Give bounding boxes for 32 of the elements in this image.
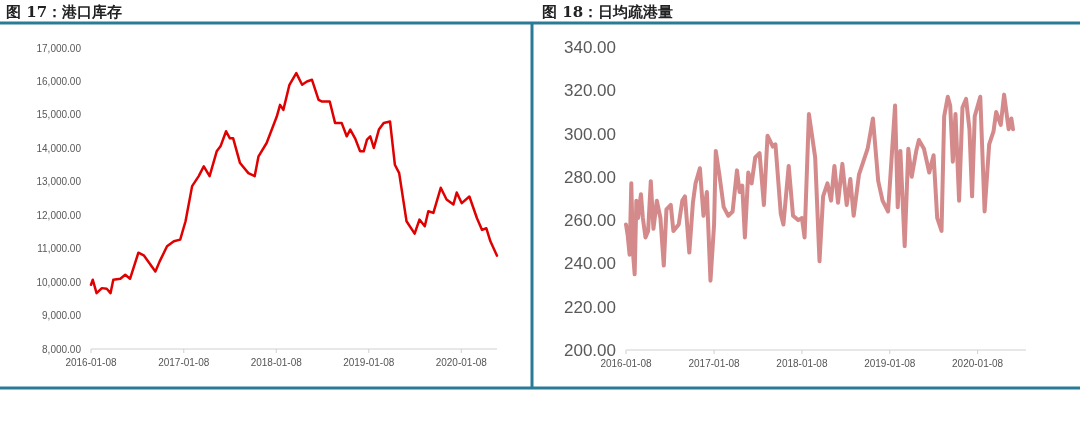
y-tick-label: 280.00 [564, 167, 616, 187]
y-tick-label: 16,000.00 [36, 75, 82, 87]
x-tick-label: 2019-01-08 [343, 357, 395, 368]
y-tick-label: 11,000.00 [37, 243, 82, 255]
x-tick-label: 2020-01-08 [435, 357, 488, 368]
y-tick-label: 8,000.00 [42, 343, 82, 355]
y-tick-label: 17,000.00 [36, 42, 82, 54]
y-tick-label: 9,000.00 [42, 310, 82, 322]
x-tick-label: 2017-01-08 [688, 358, 741, 369]
y-tick-label: 200.00 [564, 340, 616, 360]
x-tick-label: 2019-01-08 [864, 358, 916, 369]
line-series [624, 92, 1015, 283]
y-tick-label: 260.00 [564, 211, 616, 231]
x-tick-label: 2017-01-08 [158, 357, 210, 368]
y-tick-label: 13,000.00 [36, 176, 82, 188]
y-tick-label: 15,000.00 [36, 109, 82, 121]
x-tick-label: 2018-01-08 [250, 357, 303, 368]
chart-title: 图 17：港口库存 [6, 3, 123, 21]
y-tick-label: 320.00 [564, 81, 616, 101]
y-tick-label: 12,000.00 [36, 209, 82, 221]
x-tick-label: 2016-01-08 [65, 357, 118, 368]
y-tick-label: 220.00 [564, 297, 616, 317]
x-tick-label: 2018-01-08 [776, 358, 828, 369]
line-series [89, 71, 499, 295]
x-tick-label: 2020-01-08 [952, 358, 1004, 369]
chart-title: 图 18：日均疏港量 [542, 3, 674, 21]
y-tick-label: 14,000.00 [36, 142, 82, 154]
x-tick-label: 2016-01-08 [600, 358, 653, 369]
y-tick-label: 340.00 [564, 37, 616, 57]
y-tick-label: 300.00 [564, 124, 616, 144]
y-tick-label: 240.00 [564, 254, 616, 274]
y-tick-label: 10,000.00 [36, 276, 82, 288]
